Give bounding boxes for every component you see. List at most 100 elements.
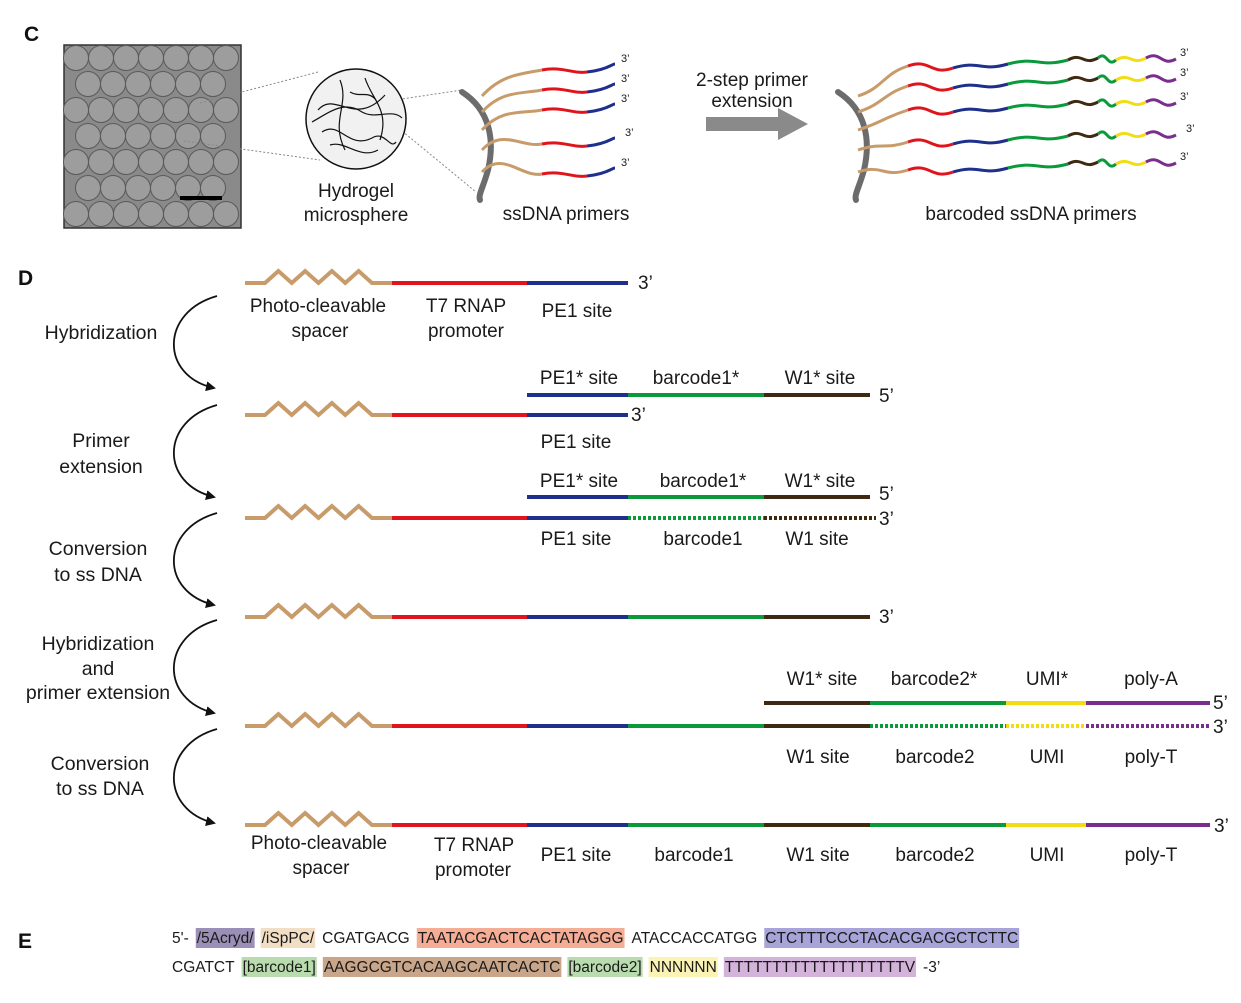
r5-umi: UMI [1030, 747, 1065, 768]
droplet [138, 97, 164, 123]
end-label: 3’ [621, 93, 630, 105]
droplet [113, 97, 139, 123]
r2-w1-star: W1* site [785, 368, 856, 389]
end-label: 3’ [1180, 67, 1189, 79]
r1-spacer-2: spacer [291, 321, 349, 342]
sequence-token: /5Acryd/ [197, 930, 255, 947]
bead-surface [459, 89, 494, 203]
sequence-token: -3’ [923, 959, 940, 976]
droplet [88, 45, 114, 71]
droplet [188, 201, 214, 227]
r5-bc2-star: barcode2* [891, 669, 978, 690]
r6-bc1: barcode1 [654, 845, 733, 866]
step-hybridization: Hybridization [45, 322, 158, 344]
polyt-segment [1145, 158, 1177, 167]
droplet [88, 201, 114, 227]
extension-label-2: extension [711, 91, 792, 112]
r5-end3: 3’ [1213, 717, 1228, 738]
pe1-segment [952, 62, 1009, 70]
photo-cleavable-spacer [245, 711, 392, 729]
droplet [200, 71, 226, 97]
step-conversion-1a: Conversion [49, 538, 148, 560]
spacer-segment [857, 64, 909, 98]
spacer-segment [857, 108, 909, 132]
r6-umi: UMI [1030, 845, 1065, 866]
step-hyb-ext-1: Hybridization [42, 633, 155, 655]
barcode2-segment [1097, 54, 1117, 64]
r6-t7-1: T7 RNAP [434, 835, 514, 856]
sequence-token: [barcode1] [243, 959, 316, 976]
end-label: 3’ [621, 157, 630, 169]
r3-end3: 3’ [879, 509, 894, 530]
droplet [63, 45, 89, 71]
droplet [100, 71, 126, 97]
primer-strand: 3’ [480, 127, 634, 152]
photo-cleavable-spacer [245, 503, 392, 521]
droplet [188, 149, 214, 175]
sequence-token: [barcode2] [568, 959, 641, 976]
droplet [75, 71, 101, 97]
r5-w1-star: W1* site [787, 669, 858, 690]
barcoded-strand: 3’ [857, 151, 1189, 176]
primer-strand: 3’ [480, 157, 630, 178]
r6-bc2: barcode2 [895, 845, 974, 866]
droplet [113, 201, 139, 227]
r1-spacer-1: Photo-cleavable [250, 296, 386, 317]
r1-end: 3’ [638, 273, 653, 294]
barcode1-segment [1007, 134, 1069, 142]
w1-segment [1067, 99, 1099, 107]
step-primer-ext-2: extension [59, 456, 142, 478]
r6-spacer-1: Photo-cleavable [251, 833, 387, 854]
w1-segment [1067, 75, 1099, 83]
sequence-token: AAGGCGTCACAAGCAATCACTC [324, 959, 561, 976]
hydrogel-label-2: microsphere [304, 205, 409, 226]
sequence-highlight [322, 957, 562, 977]
pe1-segment [586, 136, 616, 148]
t7-segment [907, 62, 954, 72]
droplet [75, 175, 101, 201]
umi-segment [1115, 131, 1147, 139]
r3-end5: 5’ [879, 484, 894, 505]
sequence-token: CGATGACG [322, 930, 410, 947]
barcode2-segment [1097, 98, 1117, 108]
sequence-line-2: CGATCT [barcode1] AAGGCGTCACAAGCAATCACTC [b… [172, 957, 940, 977]
extension-label-1: 2-step primer [696, 70, 809, 91]
t7-segment [541, 107, 588, 114]
droplet [150, 175, 176, 201]
spacer-segment [480, 161, 543, 176]
barcode1-segment [1007, 58, 1069, 66]
t7-segment [907, 138, 954, 148]
spacer-segment [480, 88, 543, 114]
sequence-highlight [260, 928, 316, 948]
barcoded-strand: 3’ [857, 67, 1189, 114]
droplet [138, 45, 164, 71]
w1-segment [1067, 55, 1099, 63]
barcode2-segment [1097, 130, 1117, 140]
r6-spacer-2: spacer [292, 858, 350, 879]
r2-pe1: PE1 site [541, 432, 612, 453]
spacer-segment [480, 68, 543, 98]
barcoded-strand: 3’ [857, 47, 1189, 98]
barcode1-segment [1007, 162, 1069, 170]
r5-umi-star: UMI* [1026, 669, 1069, 690]
droplet [213, 201, 239, 227]
umi-segment [1115, 75, 1147, 83]
r1-t7-1: T7 RNAP [426, 296, 506, 317]
end-label: 3’ [621, 53, 630, 65]
panel-label-c: C [24, 23, 39, 46]
droplet [100, 123, 126, 149]
droplet [213, 149, 239, 175]
spacer-segment [857, 167, 909, 175]
barcode1-segment [1007, 102, 1069, 110]
droplet [88, 97, 114, 123]
droplet [213, 45, 239, 71]
barcoded-primers-label: barcoded ssDNA primers [925, 204, 1136, 225]
r6-t7-2: promoter [435, 860, 512, 881]
spacer-segment [857, 140, 909, 152]
sequence-token: 5'- [172, 930, 189, 947]
sequence-highlight [195, 928, 255, 948]
primer-strand: 3’ [480, 93, 630, 132]
sequence-line-1: 5'- /5Acryd/ /iSpPC/CGATGACG TAATACGACTCACT… [172, 928, 1020, 948]
barcoded-strand: 3’ [857, 91, 1189, 132]
photo-cleavable-spacer [245, 400, 392, 418]
